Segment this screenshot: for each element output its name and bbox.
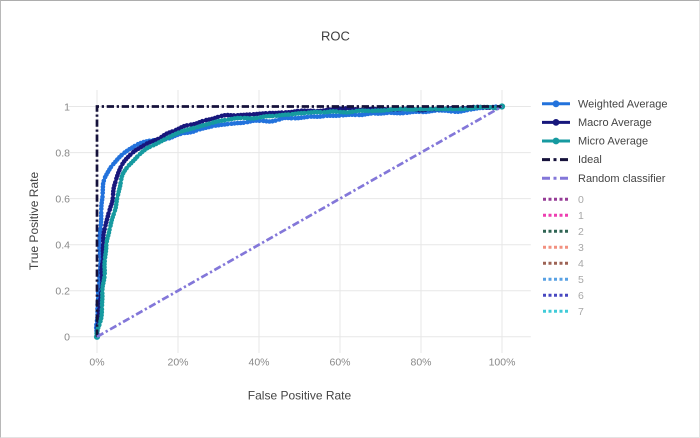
svg-text:Micro Average: Micro Average xyxy=(578,136,648,148)
svg-text:Macro Average: Macro Average xyxy=(578,117,652,129)
svg-text:40%: 40% xyxy=(248,357,269,369)
svg-text:Random classifier: Random classifier xyxy=(578,173,666,185)
svg-text:60%: 60% xyxy=(329,357,350,369)
svg-text:1: 1 xyxy=(578,210,584,222)
svg-text:Weighted Average: Weighted Average xyxy=(578,98,668,110)
svg-text:6: 6 xyxy=(578,290,584,302)
svg-text:100%: 100% xyxy=(489,357,516,369)
svg-text:1: 1 xyxy=(64,101,70,113)
svg-text:True Positive Rate: True Positive Rate xyxy=(27,172,41,271)
svg-text:0: 0 xyxy=(64,332,70,344)
svg-text:0: 0 xyxy=(578,194,584,206)
svg-text:3: 3 xyxy=(578,242,584,254)
svg-text:Ideal: Ideal xyxy=(578,154,602,166)
svg-text:0.6: 0.6 xyxy=(55,193,70,205)
svg-text:4: 4 xyxy=(578,258,584,270)
svg-text:0.4: 0.4 xyxy=(55,240,70,252)
svg-text:80%: 80% xyxy=(410,357,431,369)
svg-text:0.8: 0.8 xyxy=(55,147,70,159)
svg-text:7: 7 xyxy=(578,306,584,318)
svg-text:0.2: 0.2 xyxy=(55,286,70,298)
svg-text:5: 5 xyxy=(578,274,584,286)
svg-text:ROC: ROC xyxy=(321,29,350,44)
svg-text:0%: 0% xyxy=(89,357,104,369)
svg-text:2: 2 xyxy=(578,226,584,238)
svg-text:20%: 20% xyxy=(167,357,188,369)
svg-text:False Positive Rate: False Positive Rate xyxy=(248,389,352,403)
